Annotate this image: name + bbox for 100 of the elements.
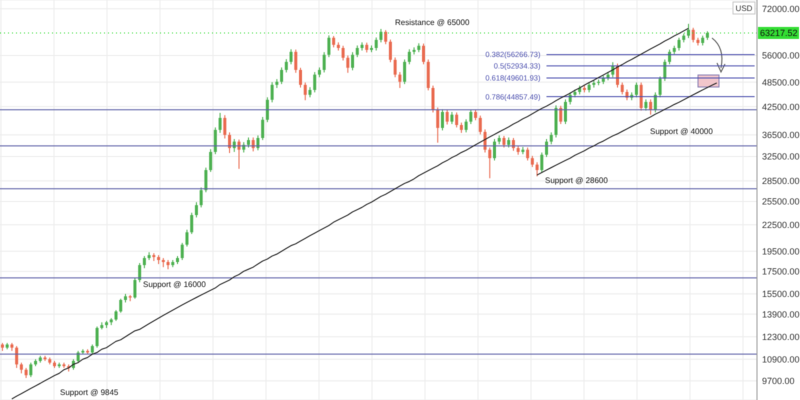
candlestick: [194, 202, 198, 218]
y-tick-label: 56000.00: [762, 50, 800, 61]
y-tick-label: 72000.00: [762, 4, 800, 14]
candlestick: [450, 111, 454, 125]
candlestick: [436, 107, 440, 144]
annotation: Resistance @ 65000: [395, 18, 470, 27]
candlestick: [280, 66, 284, 85]
candlestick: [545, 138, 548, 158]
y-tick-label: 19500.00: [762, 246, 800, 256]
candlestick: [24, 367, 28, 379]
annotation: Support @ 40000: [650, 126, 714, 136]
candlestick: [668, 49, 672, 65]
candlestick: [327, 34, 330, 58]
candlestick: [114, 310, 118, 322]
candlestick: [138, 262, 142, 283]
ref-line-label: 63217.52: [760, 28, 798, 38]
line-series: [11, 28, 689, 400]
candlestick: [200, 186, 203, 208]
annotation: Support @ 9845: [60, 388, 119, 397]
candlestick: [142, 256, 146, 269]
candlestick: [351, 52, 354, 71]
candlestick: [564, 98, 567, 125]
candlestick: [398, 72, 402, 88]
candlestick: [162, 258, 165, 268]
candlestick: [394, 56, 397, 78]
candlestick: [502, 135, 506, 148]
candlestick: [678, 37, 681, 52]
candlestick: [550, 132, 553, 145]
candlestick: [559, 105, 562, 125]
candlestick: [308, 86, 312, 98]
y-tick-label: 42500.00: [762, 102, 800, 112]
candlestick: [304, 82, 307, 101]
candlestick: [228, 132, 232, 154]
candlestick: [469, 109, 472, 125]
candlestick: [692, 27, 695, 43]
candlestick: [284, 58, 288, 73]
candlestick: [440, 108, 444, 131]
y-tick-label: 15500.00: [762, 289, 800, 300]
candlestick: [218, 112, 222, 134]
candlestick: [299, 67, 302, 88]
candlestick: [15, 346, 18, 368]
y-tick-label: 9700.00: [762, 376, 795, 386]
candlestick: [185, 229, 188, 248]
candlestick: [658, 76, 662, 98]
y-tick-label: 28500.00: [762, 176, 800, 186]
y-tick-label: 25500.00: [762, 196, 800, 207]
candlestick: [318, 66, 321, 78]
candlestick: [166, 260, 170, 270]
candlestick: [246, 136, 250, 148]
candlestick: [474, 109, 478, 121]
y-tick-label: 13900.00: [762, 309, 800, 320]
y-axis-title: USD: [736, 4, 753, 13]
y-tick-label: 36500.00: [762, 130, 800, 140]
candlestick: [342, 45, 345, 61]
candlestick: [190, 212, 194, 235]
candlestick: [261, 116, 264, 141]
candlestick: [540, 152, 544, 174]
candlestick: [374, 36, 378, 52]
candlestick: [346, 54, 350, 74]
candlestick: [119, 298, 122, 314]
annotation: Support @ 16000: [143, 280, 206, 289]
candlestick: [384, 30, 388, 45]
candlestick: [322, 52, 326, 73]
candlestick: [478, 115, 482, 135]
candlestick: [507, 136, 510, 148]
candlestick: [356, 44, 359, 58]
candlestick: [464, 118, 468, 133]
candlestick: [214, 126, 217, 155]
candlestick: [209, 148, 212, 172]
candlestick: [20, 362, 23, 374]
y-tick-label: 32500.00: [762, 152, 800, 162]
candlestick: [701, 35, 704, 46]
candlestick: [644, 98, 648, 112]
y-tick-label: 17500.00: [762, 266, 800, 277]
candlestick: [365, 42, 368, 53]
y-tick-label: 48500.00: [762, 77, 800, 88]
candlestick: [403, 58, 406, 85]
candlestick: [492, 138, 496, 161]
candlestick: [408, 48, 411, 65]
candlestick: [526, 147, 530, 161]
candlestick: [536, 162, 539, 177]
candlestick: [332, 35, 336, 48]
candlestick: [29, 362, 32, 378]
candlestick: [588, 82, 591, 93]
candlestick: [294, 49, 298, 74]
candlestick: [422, 43, 426, 65]
candlestick: [96, 326, 99, 348]
y-tick-label: 22500.00: [762, 220, 800, 230]
candlestick: [620, 82, 624, 95]
candlestick: [223, 114, 226, 139]
candlestick: [446, 109, 449, 126]
annotation: Support @ 28600: [545, 176, 608, 185]
candlestick: [204, 167, 208, 193]
candlestick: [431, 85, 434, 113]
candlestick: [640, 82, 643, 112]
candlestick: [133, 277, 136, 300]
candlestick: [266, 96, 269, 123]
y-tick-label: 10900.00: [762, 354, 800, 364]
candlestick: [488, 147, 492, 179]
candlestick: [90, 344, 94, 355]
